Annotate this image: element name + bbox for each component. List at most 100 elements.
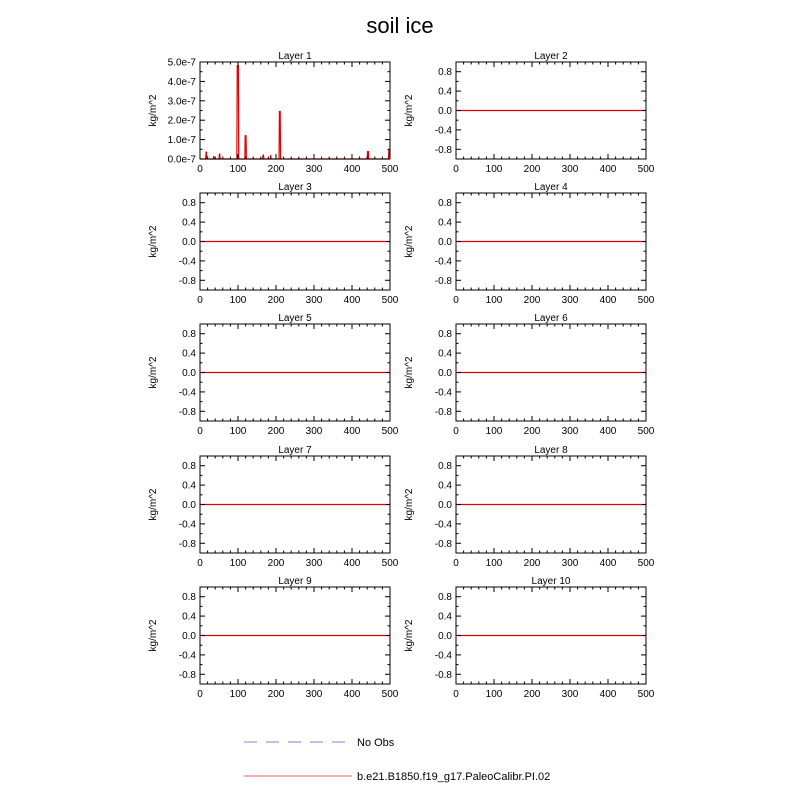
x-tick-label: 400 xyxy=(600,689,617,700)
x-tick-label: 100 xyxy=(486,164,503,175)
y-tick-label: 0.4 xyxy=(438,481,452,492)
y-tick-label: 0.8 xyxy=(438,198,452,209)
y-tick-label: 0.4 xyxy=(438,349,452,360)
x-tick-label: 300 xyxy=(562,558,579,569)
y-tick-label: -0.8 xyxy=(435,670,453,681)
y-tick-label: 0.4 xyxy=(182,349,196,360)
x-tick-label: 300 xyxy=(306,426,323,437)
y-tick-label: 0.0 xyxy=(182,631,196,642)
x-tick-label: 300 xyxy=(562,426,579,437)
y-axis-label: kg/m^2 xyxy=(148,488,159,520)
x-tick-label: 500 xyxy=(638,558,655,569)
y-tick-label: 5.0e-7 xyxy=(168,58,197,69)
x-tick-label: 0 xyxy=(197,295,203,306)
x-tick-label: 100 xyxy=(486,295,503,306)
x-tick-label: 200 xyxy=(268,295,285,306)
panel-title: Layer 8 xyxy=(534,445,568,456)
y-tick-label: -0.4 xyxy=(179,387,197,398)
panel-title: Layer 10 xyxy=(532,576,571,587)
panel-layer-6: Layer 6 kg/m^2 0 100 200 300 400 500 0.8 0.4 0.0 -0… xyxy=(404,313,655,437)
x-tick-label: 500 xyxy=(382,426,399,437)
x-tick-label: 200 xyxy=(268,689,285,700)
panel-layer-5: Layer 5 kg/m^2 0 100 200 300 400 500 0.8 0.4 0.0 -0… xyxy=(148,313,399,437)
y-tick-label: 0.8 xyxy=(182,329,196,340)
x-tick-label: 100 xyxy=(486,426,503,437)
y-tick-label: -0.4 xyxy=(435,256,453,267)
panel-title: Layer 6 xyxy=(534,313,568,324)
legend-item: No Obs xyxy=(244,737,395,749)
panel-layer-3: Layer 3 kg/m^2 0 100 200 300 400 500 0.8 0.4 0.0 -0… xyxy=(148,182,399,306)
x-tick-label: 0 xyxy=(197,164,203,175)
x-tick-label: 500 xyxy=(638,426,655,437)
y-tick-label: 0.0 xyxy=(438,500,452,511)
y-tick-label: -0.8 xyxy=(179,407,197,418)
x-tick-label: 500 xyxy=(382,689,399,700)
y-axis-label: kg/m^2 xyxy=(148,94,159,126)
panel-title: Layer 2 xyxy=(534,51,568,62)
panel-layer-9: Layer 9 kg/m^2 0 100 200 300 400 500 0.8 0.4 0.0 -0… xyxy=(148,576,399,700)
x-tick-label: 200 xyxy=(524,689,541,700)
panel-title: Layer 7 xyxy=(278,445,312,456)
x-tick-label: 300 xyxy=(562,164,579,175)
x-tick-label: 400 xyxy=(344,295,361,306)
panel-layer-10: Layer 10 kg/m^2 0 100 200 300 400 500 0.8 0.4 0.0 -… xyxy=(404,576,655,700)
panel-grid: Layer 1 kg/m^2 0 100 200 300 400 500 0.0e-7 1.0e-… xyxy=(148,51,655,700)
y-tick-label: 0.4 xyxy=(182,218,196,229)
x-tick-label: 100 xyxy=(486,558,503,569)
x-tick-label: 500 xyxy=(638,689,655,700)
x-tick-label: 200 xyxy=(524,558,541,569)
x-tick-label: 100 xyxy=(230,426,247,437)
x-tick-label: 100 xyxy=(230,558,247,569)
panel-title: Layer 4 xyxy=(534,182,568,193)
legend: No Obs b.e21.B1850.f19_g17.PaleoCalibr.PI… xyxy=(244,737,550,783)
x-tick-label: 200 xyxy=(268,164,285,175)
x-tick-label: 300 xyxy=(306,558,323,569)
legend-label: No Obs xyxy=(357,737,395,749)
x-tick-label: 300 xyxy=(562,295,579,306)
x-tick-label: 0 xyxy=(453,426,459,437)
y-tick-label: -0.4 xyxy=(435,125,453,136)
x-tick-label: 400 xyxy=(344,558,361,569)
y-tick-label: -0.8 xyxy=(435,145,453,156)
x-tick-label: 400 xyxy=(600,558,617,569)
legend-label: b.e21.B1850.f19_g17.PaleoCalibr.PI.02 xyxy=(357,771,550,783)
x-tick-label: 200 xyxy=(268,558,285,569)
y-tick-label: -0.4 xyxy=(435,650,453,661)
x-tick-label: 400 xyxy=(600,426,617,437)
y-axis-label: kg/m^2 xyxy=(404,94,415,126)
panel-layer-1: Layer 1 kg/m^2 0 100 200 300 400 500 0.0e-7 1.0e-… xyxy=(148,51,399,175)
figure-title: soil ice xyxy=(366,13,433,38)
plot-frame xyxy=(199,61,391,160)
x-tick-label: 300 xyxy=(562,689,579,700)
x-tick-label: 0 xyxy=(453,689,459,700)
y-tick-label: 0.0 xyxy=(438,631,452,642)
y-tick-label: 0.8 xyxy=(438,461,452,472)
x-tick-label: 200 xyxy=(268,426,285,437)
x-tick-label: 100 xyxy=(230,295,247,306)
x-tick-label: 0 xyxy=(197,558,203,569)
x-tick-label: 200 xyxy=(524,426,541,437)
x-tick-label: 500 xyxy=(382,295,399,306)
y-tick-label: 0.4 xyxy=(182,481,196,492)
y-tick-label: 0.4 xyxy=(438,218,452,229)
x-tick-label: 0 xyxy=(453,558,459,569)
x-tick-label: 100 xyxy=(230,164,247,175)
y-tick-label: -0.8 xyxy=(435,276,453,287)
y-tick-label: 0.0 xyxy=(438,368,452,379)
x-tick-label: 0 xyxy=(453,295,459,306)
x-tick-label: 500 xyxy=(638,164,655,175)
x-tick-label: 400 xyxy=(600,164,617,175)
y-tick-label: 0.4 xyxy=(182,612,196,623)
x-tick-label: 200 xyxy=(524,164,541,175)
y-tick-label: 0.8 xyxy=(438,329,452,340)
panel-layer-8: Layer 8 kg/m^2 0 100 200 300 400 500 0.8 0.4 0.0 -0… xyxy=(404,445,655,569)
y-axis-label: kg/m^2 xyxy=(148,225,159,257)
y-tick-label: -0.8 xyxy=(179,276,197,287)
y-tick-label: -0.8 xyxy=(179,670,197,681)
y-tick-label: 0.8 xyxy=(182,198,196,209)
x-tick-label: 300 xyxy=(306,689,323,700)
x-tick-label: 400 xyxy=(600,295,617,306)
y-axis-label: kg/m^2 xyxy=(404,619,415,651)
panel-layer-7: Layer 7 kg/m^2 0 100 200 300 400 500 0.8 0.4 0.0 -0… xyxy=(148,445,399,569)
legend-item: b.e21.B1850.f19_g17.PaleoCalibr.PI.02 xyxy=(244,771,550,783)
